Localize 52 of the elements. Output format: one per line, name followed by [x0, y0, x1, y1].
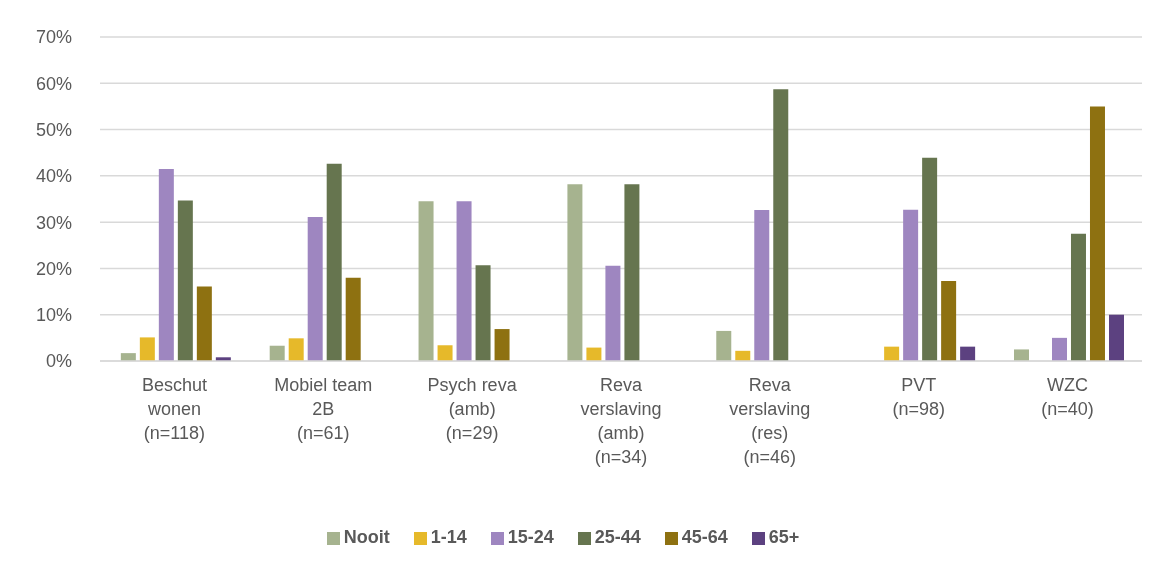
- bar: [177, 200, 193, 361]
- y-tick-label: 30%: [35, 212, 72, 233]
- bar: [345, 277, 361, 361]
- bar: [624, 184, 640, 361]
- bar: [1089, 106, 1105, 361]
- x-tick-label: Reva verslaving (res) (n=46): [729, 375, 811, 467]
- x-tick-label: PVT (n=98): [892, 375, 945, 419]
- legend-label: 15-24: [507, 527, 554, 547]
- y-tick-label: 10%: [35, 305, 72, 326]
- bar: [922, 157, 938, 361]
- x-tick-label: WZC (n=40): [1041, 375, 1094, 419]
- y-tick-label: 50%: [35, 119, 72, 140]
- bar: [326, 163, 342, 361]
- bar: [1108, 314, 1124, 361]
- y-tick-label: 40%: [35, 166, 72, 187]
- bar: [884, 346, 900, 361]
- bar: [1070, 233, 1086, 361]
- y-tick-label: 20%: [35, 258, 72, 279]
- legend-label: 25-44: [594, 527, 641, 547]
- x-tick-label: Reva verslaving (amb) (n=34): [580, 375, 662, 467]
- x-tick-label: Mobiel team 2B (n=61): [274, 375, 373, 443]
- x-tick-label: Beschut wonen (n=118): [141, 375, 207, 443]
- bar: [754, 210, 770, 361]
- bar: [494, 329, 510, 361]
- bar: [716, 330, 732, 361]
- bar: [437, 345, 453, 361]
- bar: [139, 337, 155, 361]
- bar: [586, 347, 602, 361]
- legend-label: 45-64: [681, 527, 728, 547]
- y-tick-label: 0%: [45, 351, 72, 372]
- legend-label: 1-14: [430, 527, 467, 547]
- legend-label: Nooit: [343, 527, 390, 547]
- bar: [196, 286, 212, 361]
- bar: [475, 265, 491, 361]
- bar: [567, 184, 583, 361]
- x-tick-label: Psych reva (amb) (n=29): [427, 375, 518, 443]
- bar: [158, 168, 174, 361]
- bar: [903, 209, 919, 361]
- legend-label: 65+: [768, 527, 800, 547]
- bar: [1051, 337, 1067, 361]
- bar: [773, 89, 789, 361]
- bar: [1013, 349, 1029, 361]
- bar: [960, 346, 976, 361]
- bar: [288, 338, 304, 361]
- bar: [307, 217, 323, 361]
- bar: [941, 280, 957, 361]
- bar: [269, 345, 285, 361]
- bar: [605, 265, 621, 361]
- y-tick-label: 70%: [35, 27, 72, 48]
- y-tick-label: 60%: [35, 73, 72, 94]
- bar: [456, 201, 472, 361]
- bar: [418, 201, 434, 361]
